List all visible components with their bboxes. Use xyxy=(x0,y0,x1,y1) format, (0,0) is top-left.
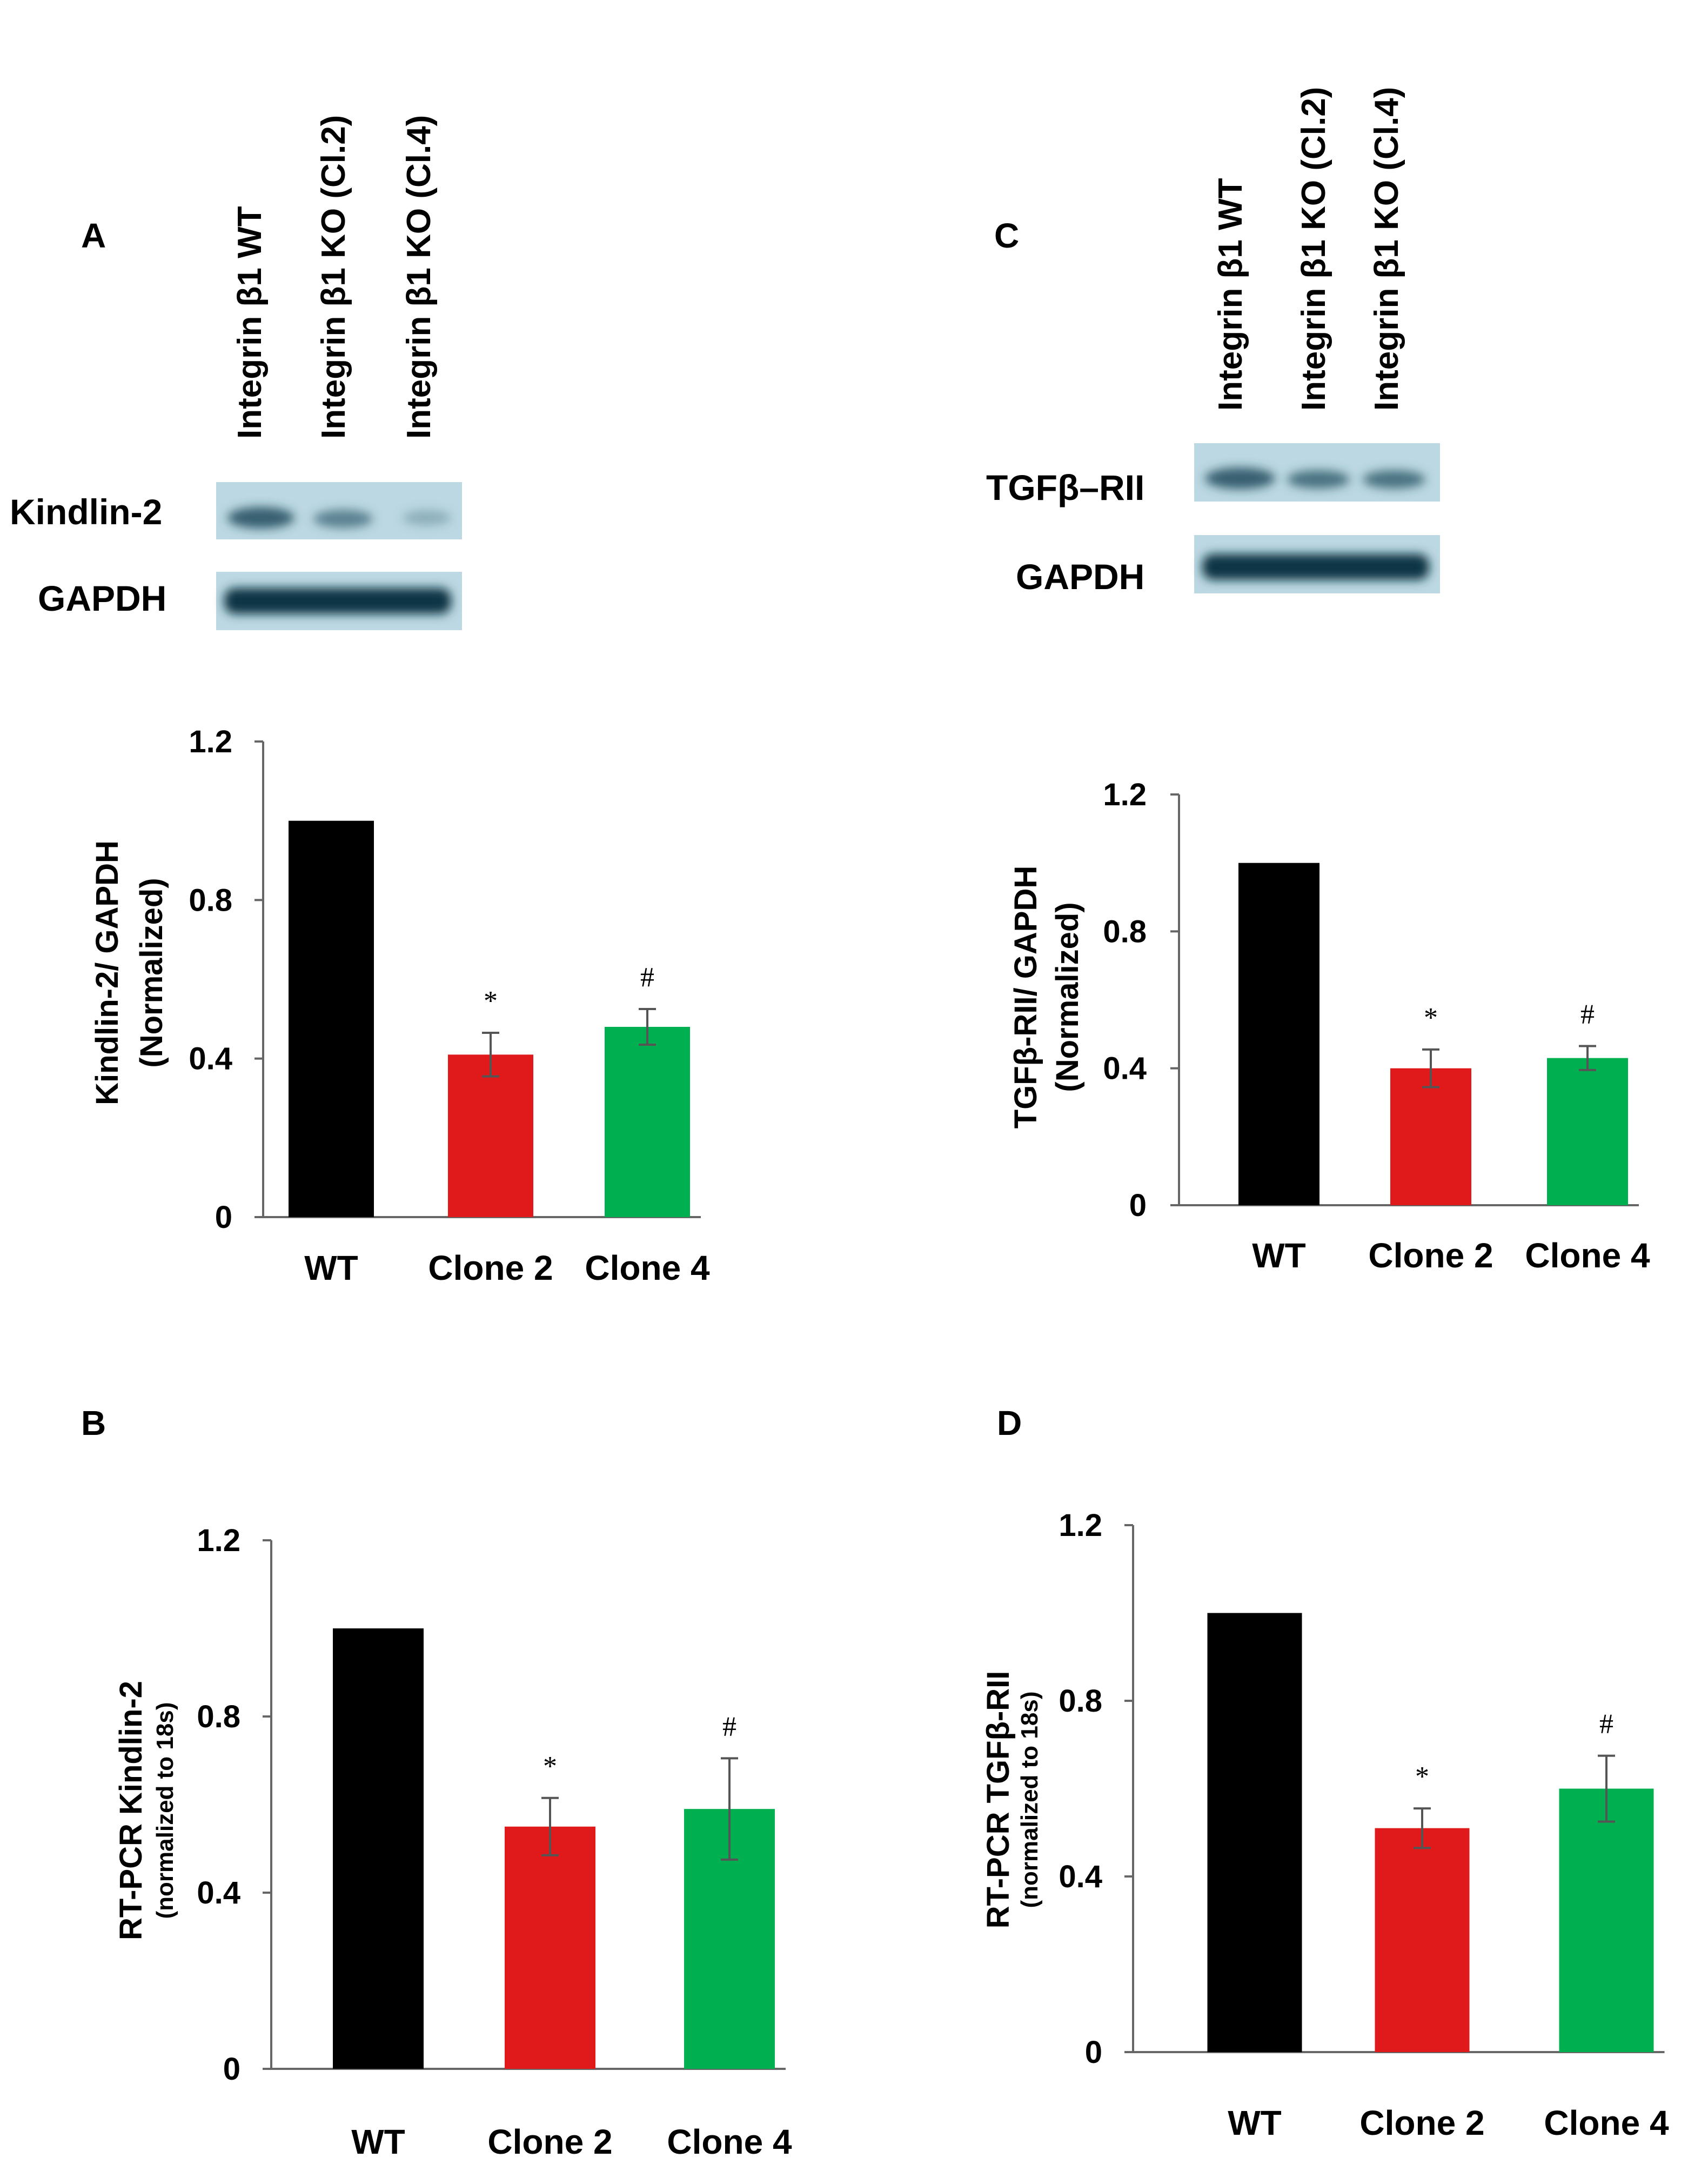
y-axis-label-d-line-1: RT-PCR TGFβ-RII xyxy=(981,1671,1016,1929)
lane-label-wt: Integrin β1 WT xyxy=(231,206,269,439)
error-bar-d-2 xyxy=(1598,1754,1615,1823)
y-tick-label-c: 0.4 xyxy=(1103,1051,1147,1086)
y-tick-label-d: 0.4 xyxy=(1059,1859,1102,1894)
y-tick-label-d: 1.2 xyxy=(1059,1508,1102,1543)
significance-mark-b-2: # xyxy=(722,1711,736,1742)
significance-mark-c-1: * xyxy=(1424,1003,1438,1033)
y-tick-label-d: 0 xyxy=(1085,2035,1102,2070)
y-axis-label-b-line-1: RT-PCR Kindlin-2 xyxy=(113,1681,149,1940)
y-tick-label-c: 0 xyxy=(1129,1188,1147,1223)
y-axis-label-a-line-2: (Normalized) xyxy=(134,878,169,1067)
category-label-c-2: Clone 4 xyxy=(1525,1236,1650,1275)
lane-label-ko-cl2-c: Integrin β1 KO (Cl.2) xyxy=(1295,87,1332,411)
y-tick-label-a: 0.4 xyxy=(189,1041,232,1077)
panel-letter-a: A xyxy=(81,216,106,255)
error-bar-a-1 xyxy=(482,1032,499,1078)
significance-mark-d-1: * xyxy=(1415,1761,1429,1792)
y-tick-label-b: 1.2 xyxy=(197,1523,240,1558)
y-tick-label-b: 0.8 xyxy=(197,1699,240,1734)
category-label-a-0: WT xyxy=(304,1248,358,1287)
error-bar-b-2 xyxy=(721,1757,738,1861)
y-tick-label-d: 0.8 xyxy=(1059,1684,1102,1719)
bar-a-2 xyxy=(605,1027,690,1217)
bar-d-1 xyxy=(1375,1828,1470,2052)
blot-label-tgfb-rii: TGFβ–RII xyxy=(986,467,1144,507)
bar-a-0 xyxy=(289,820,374,1217)
bar-chart-d: 0 0.4 0.8 1.2 RT-PCR TGFβ-RII (normalized to … xyxy=(981,1508,1669,2142)
blot-bands-tgfb-rii xyxy=(1205,467,1425,489)
bar-chart-c: 0 0.4 0.8 1.2 TGFβ-RII/ GAPDH (Normalized) WT *… xyxy=(1008,777,1650,1275)
bar-c-1 xyxy=(1390,1068,1471,1205)
y-axis-label-d-line-2: (normalized to 18s) xyxy=(1016,1692,1043,1908)
error-bar-c-2 xyxy=(1579,1045,1596,1071)
blot-bands-kindlin2 xyxy=(227,507,451,529)
blot-panel-a: Integrin β1 WT Integrin β1 KO (Cl.2) Int… xyxy=(10,115,462,630)
y-tick-label-c: 1.2 xyxy=(1103,777,1147,812)
y-tick-label-a: 0 xyxy=(215,1200,232,1235)
panel-letter-c: C xyxy=(994,216,1019,255)
bar-c-0 xyxy=(1238,863,1319,1205)
panel-letter-d: D xyxy=(997,1404,1022,1442)
y-tick-label-b: 0.4 xyxy=(197,1875,240,1911)
category-label-b-1: Clone 2 xyxy=(487,2122,612,2161)
bar-chart-a: 0 0.4 0.8 1.2 Kindlin-2/ GAPDH (Normalized) WT… xyxy=(90,724,710,1287)
lane-label-ko-cl2: Integrin β1 KO (Cl.2) xyxy=(315,115,352,439)
significance-mark-b-1: * xyxy=(543,1751,557,1782)
bar-b-0 xyxy=(333,1628,424,2069)
category-label-d-0: WT xyxy=(1228,2103,1282,2142)
y-tick-label-b: 0 xyxy=(223,2052,240,2087)
error-bar-a-2 xyxy=(639,1008,656,1046)
category-label-c-0: WT xyxy=(1252,1236,1306,1275)
bar-d-2 xyxy=(1559,1788,1654,2052)
significance-mark-a-1: * xyxy=(484,986,498,1017)
y-axis-label-b-line-2: (normalized to 18s) xyxy=(152,1702,178,1919)
bar-c-2 xyxy=(1547,1058,1628,1205)
significance-mark-d-2: # xyxy=(1599,1709,1613,1740)
blot-label-gapdh-c: GAPDH xyxy=(1016,557,1144,597)
bar-a-1 xyxy=(448,1054,533,1217)
bar-d-0 xyxy=(1207,1613,1302,2052)
lane-label-wt-c: Integrin β1 WT xyxy=(1212,178,1249,411)
panel-letter-b: B xyxy=(81,1404,106,1442)
category-label-d-2: Clone 4 xyxy=(1544,2103,1669,2142)
lane-label-ko-cl4-c: Integrin β1 KO (Cl.4) xyxy=(1368,87,1405,411)
significance-mark-c-2: # xyxy=(1580,999,1595,1030)
error-bar-b-1 xyxy=(541,1796,559,1856)
significance-mark-a-2: # xyxy=(640,962,654,993)
blot-panel-c: Integrin β1 WT Integrin β1 KO (Cl.2) Int… xyxy=(986,87,1440,597)
category-label-d-1: Clone 2 xyxy=(1359,2103,1484,2142)
lane-label-ko-cl4: Integrin β1 KO (Cl.4) xyxy=(400,115,438,439)
y-tick-label-c: 0.8 xyxy=(1103,914,1147,949)
y-axis-label-c-line-2: (Normalized) xyxy=(1050,902,1085,1092)
y-axis-label-a-line-1: Kindlin-2/ GAPDH xyxy=(90,840,125,1105)
blot-bands-gapdh-a xyxy=(224,588,451,614)
bar-chart-b: 0 0.4 0.8 1.2 RT-PCR Kindlin-2 (normalized to… xyxy=(113,1523,792,2161)
error-bar-d-1 xyxy=(1414,1807,1431,1849)
category-label-b-0: WT xyxy=(351,2122,405,2161)
category-label-a-1: Clone 2 xyxy=(428,1248,553,1287)
y-tick-label-a: 0.8 xyxy=(189,883,232,918)
category-label-a-2: Clone 4 xyxy=(585,1248,710,1287)
blot-label-gapdh: GAPDH xyxy=(38,578,166,618)
category-label-b-2: Clone 4 xyxy=(667,2122,792,2161)
y-axis-label-c-line-1: TGFβ-RII/ GAPDH xyxy=(1008,866,1043,1129)
category-label-c-1: Clone 2 xyxy=(1368,1236,1493,1275)
blot-label-kindlin2: Kindlin-2 xyxy=(10,492,162,532)
y-tick-label-a: 1.2 xyxy=(189,724,232,759)
blot-bands-gapdh-c xyxy=(1202,554,1429,580)
error-bar-c-1 xyxy=(1422,1048,1439,1088)
bar-b-1 xyxy=(505,1826,595,2069)
